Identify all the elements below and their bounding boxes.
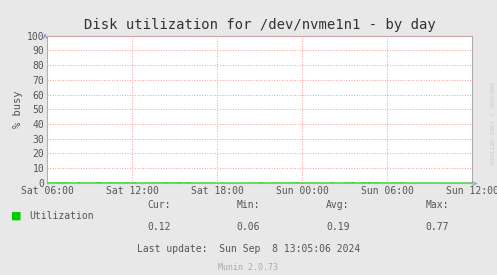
Text: Avg:: Avg: — [326, 200, 350, 210]
Text: 0.19: 0.19 — [326, 222, 350, 232]
Text: Max:: Max: — [425, 200, 449, 210]
Y-axis label: % busy: % busy — [12, 90, 23, 128]
Text: 0.77: 0.77 — [425, 222, 449, 232]
Title: Disk utilization for /dev/nvme1n1 - by day: Disk utilization for /dev/nvme1n1 - by d… — [84, 18, 435, 32]
Text: 0.12: 0.12 — [147, 222, 171, 232]
Text: Utilization: Utilization — [29, 211, 93, 221]
Text: Cur:: Cur: — [147, 200, 171, 210]
Text: Min:: Min: — [237, 200, 260, 210]
Text: RRDTOOL / TOBI OETIKER: RRDTOOL / TOBI OETIKER — [488, 82, 493, 165]
Text: ■: ■ — [11, 211, 21, 221]
Text: Munin 2.0.73: Munin 2.0.73 — [219, 263, 278, 272]
Text: 0.06: 0.06 — [237, 222, 260, 232]
Text: Last update:  Sun Sep  8 13:05:06 2024: Last update: Sun Sep 8 13:05:06 2024 — [137, 244, 360, 254]
